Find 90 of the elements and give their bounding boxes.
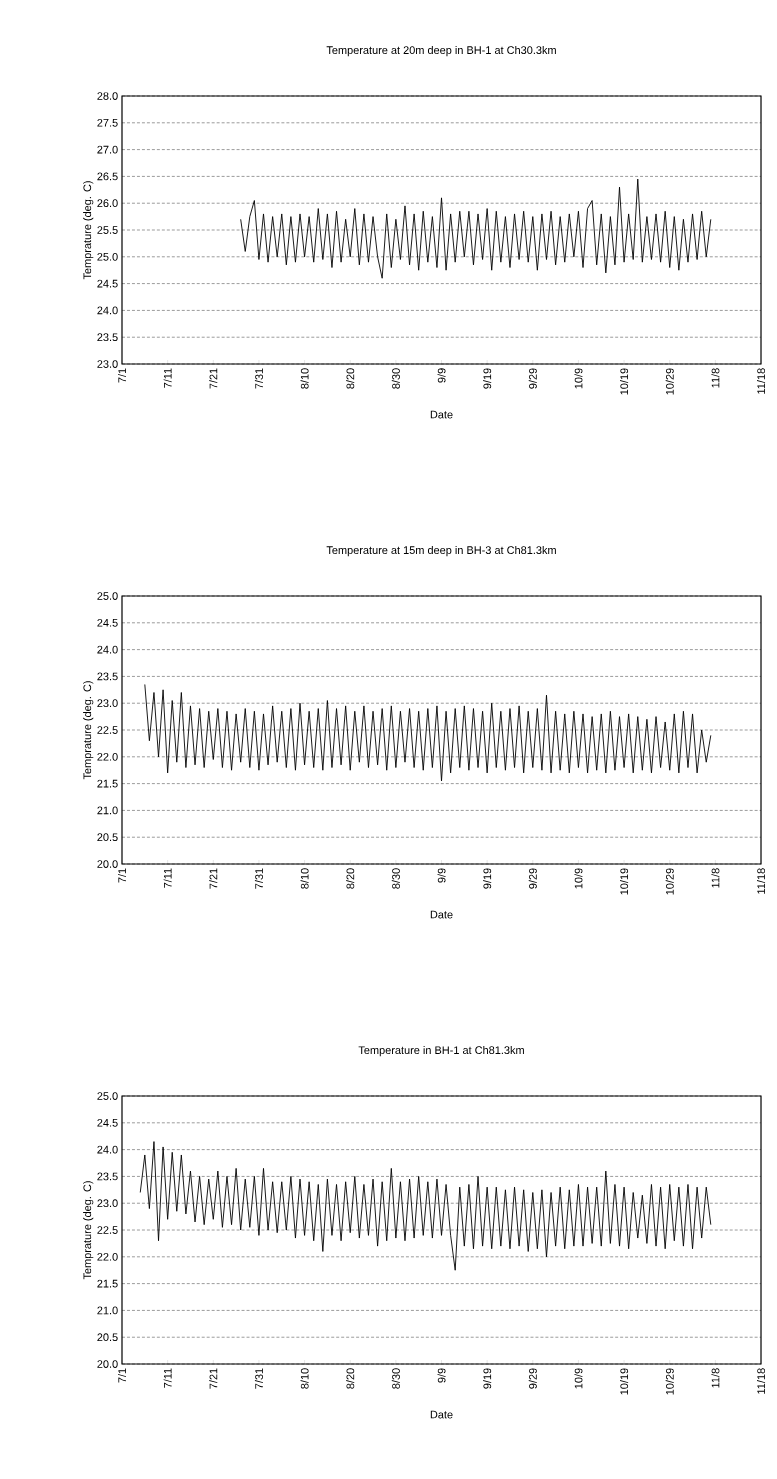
x-tick-label: 7/11 <box>163 1368 172 1388</box>
y-tick-label: 20.5 <box>97 1333 118 1342</box>
x-tick-label: 7/1 <box>117 1368 127 1383</box>
y-tick-label: 22.0 <box>97 1252 118 1261</box>
x-tick-label: 10/29 <box>665 1368 674 1395</box>
y-tick-label: 25.0 <box>97 1092 118 1100</box>
y-tick-label: 27.5 <box>97 118 118 127</box>
y-axis-title: Temprature (deg. C) <box>83 181 94 280</box>
x-tick-label: 9/19 <box>483 1368 492 1389</box>
x-tick-label: 8/20 <box>346 1368 355 1389</box>
x-tick-label: 7/31 <box>254 368 263 389</box>
x-tick-label: 9/29 <box>528 868 537 889</box>
y-tick-label: 22.0 <box>97 752 118 761</box>
x-tick-label: 8/30 <box>391 868 400 889</box>
y-tick-label: 23.0 <box>97 360 118 368</box>
y-tick-label: 20.0 <box>97 1360 118 1368</box>
x-tick-label: 10/19 <box>620 368 629 395</box>
x-tick-label: 11/18 <box>756 868 766 894</box>
x-tick-label: 10/9 <box>574 368 583 389</box>
x-tick-label: 7/21 <box>209 868 218 889</box>
x-tick-label: 11/18 <box>756 368 766 394</box>
x-tick-label: 9/9 <box>437 868 446 883</box>
y-tick-label: 23.5 <box>97 333 118 342</box>
y-tick-label: 24.0 <box>97 306 118 315</box>
x-tick-label: 11/8 <box>711 1368 720 1388</box>
y-tick-label: 20.0 <box>97 860 118 868</box>
x-tick-label: 8/20 <box>346 868 355 889</box>
x-tick-label: 7/11 <box>163 368 172 388</box>
y-tick-label: 25.0 <box>97 592 118 600</box>
x-axis-title: Date <box>430 910 453 919</box>
y-tick-label: 24.5 <box>97 279 118 288</box>
y-tick-label: 23.5 <box>97 1172 118 1181</box>
y-tick-label: 26.5 <box>97 172 118 181</box>
y-tick-label: 23.0 <box>97 1199 118 1208</box>
line-series <box>139 1141 712 1271</box>
x-tick-label: 11/8 <box>711 368 720 388</box>
x-tick-label: 10/29 <box>665 868 674 895</box>
x-tick-label: 8/20 <box>346 368 355 389</box>
y-tick-label: 25.0 <box>97 252 118 261</box>
x-tick-label: 9/29 <box>528 1368 537 1389</box>
y-tick-label: 24.5 <box>97 1118 118 1127</box>
x-tick-label: 10/29 <box>665 368 674 395</box>
x-tick-label: 11/8 <box>711 868 720 888</box>
y-tick-label: 23.5 <box>97 672 118 681</box>
y-tick-label: 22.5 <box>97 1226 118 1234</box>
x-tick-label: 7/21 <box>209 1368 218 1389</box>
y-tick-label: 24.0 <box>97 1145 118 1154</box>
x-tick-label: 10/9 <box>574 1368 583 1389</box>
x-tick-label: 9/9 <box>437 1368 446 1383</box>
y-axis-title: Temprature (deg. C) <box>83 1181 94 1280</box>
y-tick-label: 26.0 <box>97 199 118 208</box>
x-tick-label: 9/29 <box>528 368 537 389</box>
chart-title: Temperature in BH-1 at Ch81.3km <box>358 1045 524 1057</box>
line-series <box>144 684 712 782</box>
y-tick-label: 22.5 <box>97 726 118 734</box>
x-tick-label: 7/1 <box>117 868 127 883</box>
y-tick-label: 28.0 <box>97 92 118 100</box>
x-tick-label: 7/1 <box>117 368 127 383</box>
x-tick-label: 9/9 <box>437 368 446 383</box>
x-tick-label: 7/31 <box>254 1368 263 1389</box>
y-tick-label: 21.0 <box>97 1306 118 1315</box>
y-tick-label: 24.5 <box>97 618 118 627</box>
x-tick-label: 8/10 <box>300 368 309 389</box>
y-tick-label: 21.5 <box>97 779 118 788</box>
x-tick-label: 8/10 <box>300 868 309 889</box>
y-tick-label: 21.5 <box>97 1279 118 1288</box>
y-tick-label: 21.0 <box>97 806 118 815</box>
y-tick-label: 23.0 <box>97 699 118 708</box>
x-tick-label: 9/19 <box>483 368 492 389</box>
line-series <box>240 178 712 279</box>
x-tick-label: 10/9 <box>574 868 583 889</box>
y-tick-label: 24.0 <box>97 645 118 654</box>
y-axis-title: Temprature (deg. C) <box>83 681 94 780</box>
x-tick-label: 7/21 <box>209 368 218 389</box>
x-tick-label: 10/19 <box>620 1368 629 1395</box>
x-tick-label: 8/30 <box>391 368 400 389</box>
x-tick-label: 7/31 <box>254 868 263 889</box>
x-tick-label: 11/18 <box>756 1368 766 1394</box>
chart-title: Temperature at 15m deep in BH-3 at Ch81.3km <box>326 545 556 557</box>
y-tick-label: 25.5 <box>97 226 118 234</box>
chart-title: Temperature at 20m deep in BH-1 at Ch30.3km <box>326 45 556 57</box>
x-tick-label: 8/30 <box>391 1368 400 1389</box>
x-tick-label: 9/19 <box>483 868 492 889</box>
x-axis-title: Date <box>430 1410 453 1419</box>
x-tick-label: 8/10 <box>300 1368 309 1389</box>
x-tick-label: 10/19 <box>620 868 629 895</box>
x-tick-label: 7/11 <box>163 868 172 888</box>
y-tick-label: 27.0 <box>97 145 118 154</box>
y-tick-label: 20.5 <box>97 833 118 842</box>
x-axis-title: Date <box>430 410 453 419</box>
